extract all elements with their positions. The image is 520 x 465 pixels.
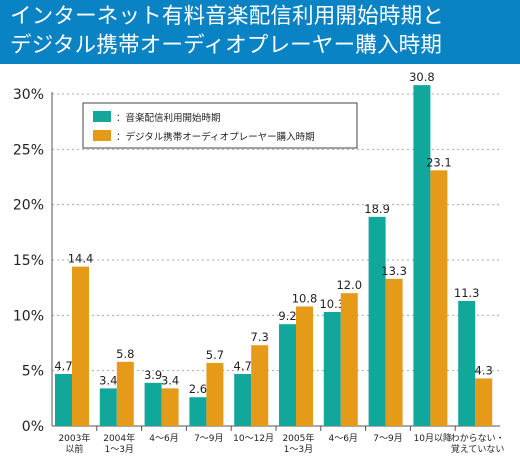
data-label-player-purchase: 10.8 [292, 291, 318, 305]
y-tick-label: 15% [13, 253, 44, 269]
bar-music-service-start [279, 324, 296, 426]
bar-player-purchase [161, 388, 179, 426]
data-label-music-service-start: 3.9 [144, 368, 162, 382]
data-label-music-service-start: 4.7 [54, 359, 72, 373]
x-tick-label: 4～6月 [149, 433, 178, 444]
y-tick-label: 20% [13, 198, 44, 214]
x-tick-label-line: 2004年 [103, 432, 135, 444]
bar-music-service-start [99, 388, 117, 426]
bar-player-purchase [340, 293, 358, 426]
bar-chart: 0%5%10%15%20%25%30%4.73.4 3.92.64.79.210.… [13, 70, 505, 455]
data-label-player-purchase: 23.1 [426, 155, 452, 169]
data-label-player-purchase: 7.3 [251, 330, 269, 344]
bar-music-service-start [234, 373, 252, 426]
bar-player-purchase [296, 306, 313, 426]
x-tick-label: わからない・覚えていない [451, 433, 505, 455]
x-tick-label: 7～9月 [194, 433, 223, 444]
x-tick-label-line: 2005年 [282, 432, 314, 444]
legend-swatch-player-purchase [93, 130, 111, 141]
x-tick-label-line: 以前 [65, 443, 83, 455]
bar-player-purchase [475, 378, 493, 426]
chart-title-line-2: デジタル携帯オーディオプレーヤー購入時期 [10, 33, 443, 58]
x-tick-label-line: 7～9月 [194, 433, 223, 444]
data-label-player-purchase: 13.3 [381, 264, 407, 278]
data-label-player-purchase: 3.4 [161, 373, 179, 387]
bar-music-service-start [323, 312, 341, 426]
x-tick-label-line: 4～6月 [328, 433, 357, 444]
chart-title-line-1: インターネット有料音楽配信利用開始時期と [10, 4, 445, 29]
x-tick-label-line: 1～3月 [104, 444, 133, 455]
bar-music-service-start [55, 373, 72, 426]
legend-label-music-service-start: ：音楽配信利用開始時期 [116, 112, 221, 124]
bar-player-purchase [430, 170, 448, 426]
data-label-music-service-start: 18.9 [364, 202, 390, 216]
legend-label-player-purchase: ：デジタル携帯オーディオプレーヤー購入時期 [116, 131, 315, 143]
x-tick-label: 10～12月 [233, 433, 274, 444]
chart-title-banner: インターネット有料音楽配信利用開始時期と デジタル携帯オーディオプレーヤー購入時… [0, 0, 520, 64]
data-label-player-purchase: 5.7 [206, 348, 224, 362]
chart-area: 0% 5% 10% 15% 20% 25% 30% 4.7 3.4 3.9 2.6 4.7 9.2 10.… [0, 64, 520, 465]
data-label-player-purchase: 12.0 [336, 278, 362, 292]
bar-player-purchase [251, 345, 269, 426]
x-tick-label-line: 10～12月 [233, 433, 274, 444]
x-tick-label-line: 4～6月 [149, 433, 178, 444]
x-tick-label-line: 1～3月 [284, 444, 313, 455]
y-tick-label: 30% [13, 87, 44, 103]
data-label-music-service-start: 10.3 [319, 297, 345, 311]
x-tick-label-line: 10月以降 [414, 432, 452, 444]
bar-music-service-start [189, 397, 207, 426]
bar-player-purchase [116, 361, 134, 426]
y-tick-label: 0% [22, 419, 44, 435]
data-label-music-service-start: 2.6 [189, 382, 207, 396]
x-tick-label: 2003年以前 [58, 432, 90, 455]
x-tick-label: 4～6月 [328, 433, 357, 444]
y-tick-label: 25% [13, 142, 44, 158]
data-label-player-purchase: 4.3 [475, 363, 493, 377]
bar-player-purchase [206, 362, 224, 426]
bar-music-service-start [368, 216, 386, 426]
bar-music-service-start [458, 300, 476, 426]
bar-music-service-start [144, 382, 162, 426]
bar-music-service-start [413, 85, 431, 426]
bar-player-purchase [385, 278, 403, 426]
x-tick-label: 2004年 1～3月 [103, 432, 135, 455]
data-label-music-service-start: 9.2 [278, 309, 296, 323]
y-tick-label: 5% [22, 364, 44, 380]
x-tick-label: 7～9月 [373, 433, 402, 444]
x-tick-label: 2005年 1～3月 [282, 432, 314, 455]
x-tick-label-line: わからない・ [451, 433, 505, 444]
data-label-music-service-start: 30.8 [409, 70, 435, 84]
data-label-music-service-start: 3.4 [99, 373, 117, 387]
data-label-music-service-start: 11.3 [454, 286, 480, 300]
y-tick-label: 10% [13, 308, 44, 324]
data-label-player-purchase: 5.8 [116, 347, 134, 361]
x-tick-label: 10月以降 [414, 432, 452, 444]
bar-player-purchase [72, 266, 89, 426]
data-label-player-purchase: 14.4 [68, 252, 94, 266]
x-tick-label-line: 覚えていない [451, 443, 505, 455]
x-tick-label-line: 7～9月 [373, 433, 402, 444]
data-label-music-service-start: 4.7 [234, 359, 252, 373]
legend-box [82, 102, 358, 149]
legend-swatch-music-service-start [93, 111, 111, 122]
x-tick-label-line: 2003年 [58, 432, 90, 444]
